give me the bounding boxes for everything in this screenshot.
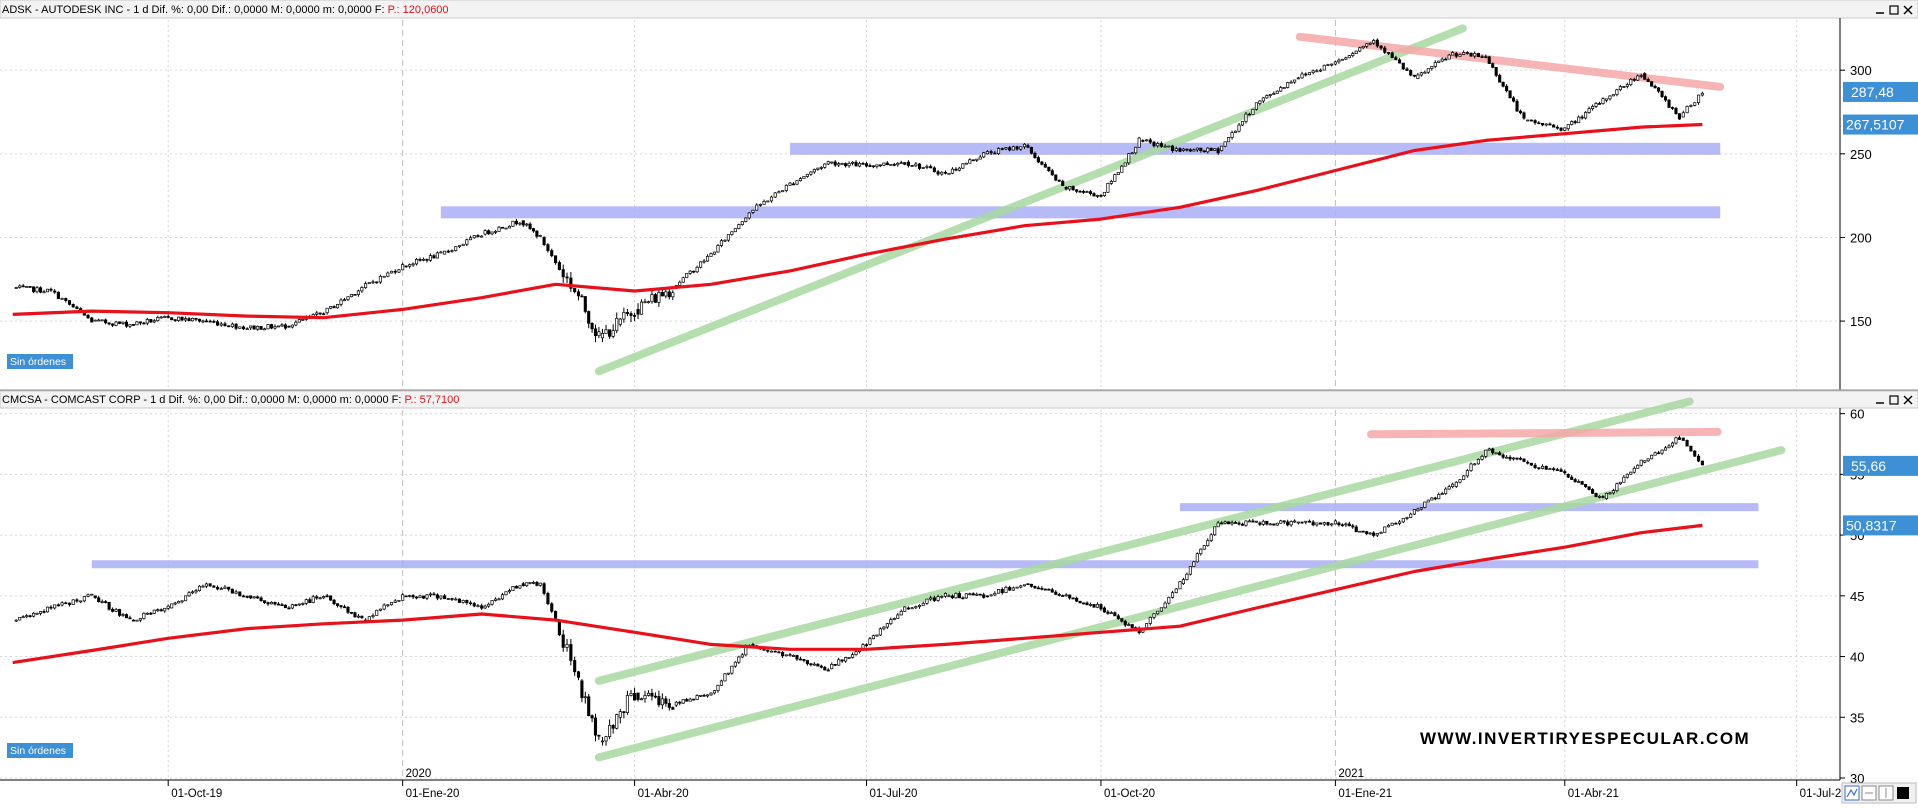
color-icon[interactable] [1897, 787, 1909, 799]
panel-adsk-candles [14, 38, 1704, 343]
close-button[interactable] [1902, 394, 1914, 406]
panel-cmcsa-ytick-label-2: 40 [1850, 650, 1864, 665]
watermark: WWW.INVERTIRYESPECULAR.COM [1420, 729, 1750, 748]
x-tick-label-7: 01-Jul-21 [1800, 788, 1848, 800]
restore-icon [1889, 395, 1899, 405]
panel-cmcsa-ytick-label-1: 35 [1850, 710, 1864, 725]
panel-cmcsa-price-tag-bg [1843, 455, 1918, 476]
panel-adsk-window-buttons [1874, 4, 1914, 16]
close-button[interactable] [1902, 4, 1914, 16]
restore-icon [1889, 5, 1899, 15]
panel-adsk-orders-badge[interactable]: Sin órdenes [7, 354, 73, 369]
chart-type-icon[interactable] [1844, 785, 1860, 801]
panel-adsk-ma-tag: 267,5107 [1846, 117, 1905, 133]
panel-adsk-ma-tag-bg [1843, 114, 1918, 135]
panel-adsk-ytick-label-2: 250 [1850, 147, 1872, 162]
x-tick-label-3: 01-Jul-20 [869, 788, 917, 800]
panel-cmcsa-orders-badge[interactable]: Sin órdenes [7, 743, 73, 758]
panel-adsk-ytick-label-1: 200 [1850, 230, 1872, 245]
panel-adsk-moving-average [12, 122, 1703, 320]
panel-adsk-price-tag-bg [1843, 81, 1918, 102]
panel-cmcsa-moving-average [12, 523, 1703, 665]
minimize-button[interactable] [1874, 394, 1886, 406]
panel-cmcsa-trend-line-1 [594, 446, 1786, 762]
panel-cmcsa-ytick-label-6: 60 [1850, 407, 1864, 422]
panel-cmcsa-header: CMCSA - COMCAST CORP - 1 d Dif. %: 0,00 … [2, 394, 459, 406]
panel-cmcsa-support-band-1 [91, 560, 1759, 569]
panel-adsk-ytick-label-0: 150 [1850, 314, 1872, 329]
panel-cmcsa-trend-line-0 [594, 397, 1694, 685]
panel-adsk-header: ADSK - AUTODESK INC - 1 d Dif. %: 0,00 D… [2, 4, 449, 16]
bottom-toolbar [1841, 782, 1917, 804]
x-tick-label-5: 01-Ene-21 [1338, 788, 1392, 800]
x-tick-label-1: 01-Ene-20 [406, 788, 460, 800]
x-year-label-0: 2020 [406, 768, 432, 780]
panel-cmcsa-ytick-label-3: 45 [1850, 589, 1864, 604]
panel-cmcsa-support-band-0 [1179, 503, 1759, 512]
panel-cmcsa-window-buttons [1874, 394, 1914, 406]
svg-text:Sin órdenes: Sin órdenes [10, 745, 66, 757]
panel-cmcsa-plot: 30354045505560 [0, 397, 1864, 786]
panel-adsk-support-band-0 [790, 142, 1721, 155]
x-year-label-1: 2021 [1338, 768, 1364, 780]
panel-adsk-price-tag: 287,48 [1851, 84, 1894, 100]
panel-cmcsa-resistance-line-2 [1367, 427, 1722, 439]
x-tick-label-4: 01-Oct-20 [1104, 788, 1155, 800]
minimize-button[interactable] [1874, 4, 1886, 16]
panel-cmcsa-ytick-label-0: 30 [1850, 771, 1864, 786]
panel-adsk-ytick-label-3: 300 [1850, 63, 1872, 78]
panel-cmcsa-candles [14, 435, 1704, 746]
panel-cmcsa-ma-tag: 50,8317 [1846, 517, 1897, 533]
panel-cmcsa-header-price: P.: 57,7100 [404, 394, 459, 406]
x-tick-label-0: 01-Oct-19 [171, 788, 222, 800]
svg-text:Sin órdenes: Sin órdenes [10, 356, 66, 368]
restore-button[interactable] [1888, 394, 1900, 406]
x-tick-label-2: 01-Abr-20 [638, 788, 689, 800]
panel-adsk-header-price: P.: 120,0600 [388, 4, 449, 16]
x-axis: 01-Oct-19 01-Ene-20 01-Abr-20 01-Jul-20 01-O… [167, 768, 1848, 800]
panel-cmcsa-ma-tag-bg [1843, 515, 1918, 536]
panel-adsk-support-band-1 [440, 206, 1721, 219]
restore-button[interactable] [1888, 4, 1900, 16]
panel-cmcsa-price-tag: 55,66 [1851, 458, 1886, 474]
x-tick-label-6: 01-Abr-21 [1568, 788, 1619, 800]
panel-adsk-trend-line-0 [594, 24, 1467, 376]
panel-adsk-plot: 150 200 250 300 [0, 20, 1872, 388]
